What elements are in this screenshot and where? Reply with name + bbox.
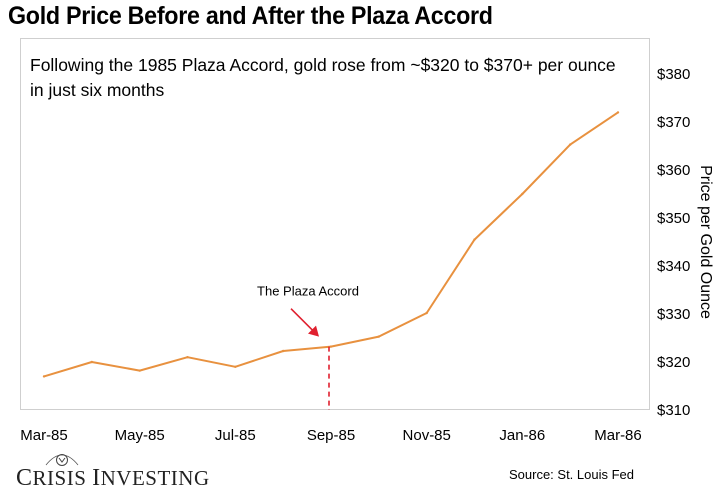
y-tick-label: $360 (657, 162, 690, 179)
logo-wordmark: CRISIS INVESTING (16, 465, 210, 491)
x-tick-label: Mar-86 (594, 427, 642, 444)
plot-frame (20, 38, 650, 410)
data-point-Feb-86 (569, 143, 572, 146)
data-point-Apr-85 (90, 360, 94, 364)
y-tick-label: $320 (657, 354, 690, 371)
y-tick-label: $380 (657, 66, 690, 83)
y-axis-label: Price per Gold Ounce (697, 165, 714, 319)
data-point-Dec-85 (473, 238, 476, 241)
arrow-icon (308, 325, 319, 337)
chart-title: Gold Price Before and After the Plaza Ac… (8, 2, 493, 30)
x-tick-label: Sep-85 (307, 427, 355, 444)
y-tick-label: $340 (657, 258, 690, 275)
series-line-0 (43, 111, 619, 378)
annotation-label: The Plaza Accord (257, 284, 359, 299)
y-tick-label: $350 (657, 210, 690, 227)
chart-subtitle: Following the 1985 Plaza Accord, gold ro… (30, 55, 616, 100)
data-point-Jun-85 (186, 356, 189, 359)
seal-icon (45, 454, 79, 466)
data-point-Sep-85 (329, 345, 333, 348)
data-point-Mar-85 (42, 375, 46, 378)
data-point-Jan-86 (521, 192, 524, 196)
data-point-May-85 (138, 369, 141, 372)
data-point-Aug-85 (282, 349, 285, 353)
annotation-arrow-shaft (290, 308, 316, 334)
data-point-Nov-85 (425, 311, 428, 315)
x-tick-label: Jan-86 (499, 427, 545, 444)
x-tick-label: Nov-85 (403, 427, 451, 444)
data-point-Mar-86 (616, 111, 620, 114)
y-tick-label: $330 (657, 306, 690, 323)
y-tick-label: $370 (657, 114, 690, 131)
x-tick-label: Jul-85 (215, 427, 256, 444)
data-point-Oct-85 (377, 335, 380, 338)
x-tick-label: Mar-85 (20, 427, 68, 444)
source-note: Source: St. Louis Fed (508, 467, 634, 482)
crisis-investing-logo: CRISIS INVESTING (16, 449, 216, 493)
data-point-Jul-85 (234, 365, 237, 368)
x-tick-label: May-85 (115, 427, 165, 444)
y-tick-label: $310 (657, 402, 690, 419)
